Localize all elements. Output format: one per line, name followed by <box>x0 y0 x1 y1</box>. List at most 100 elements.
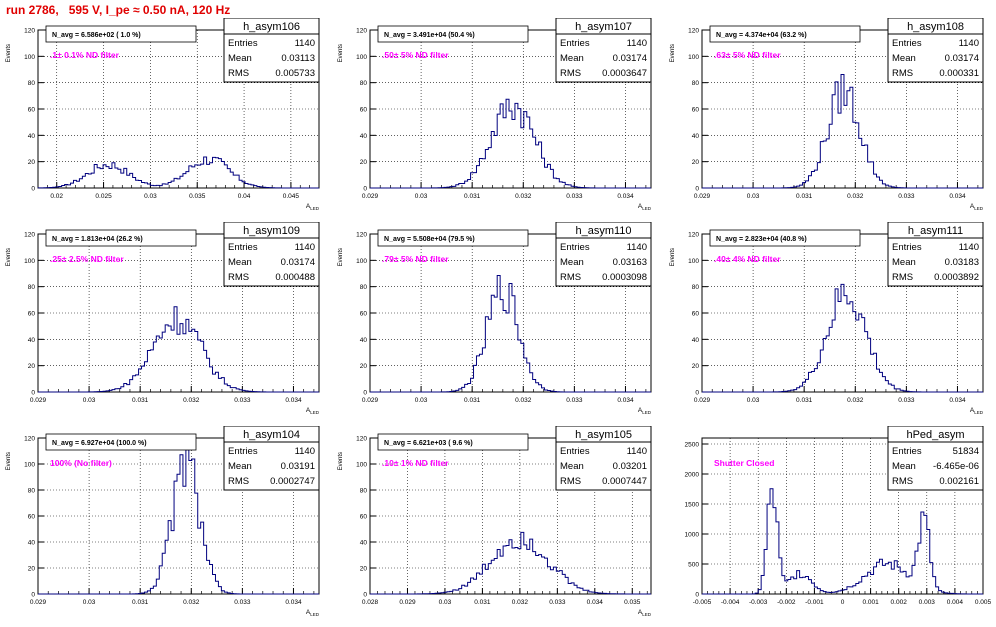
y-tick-label: 120 <box>24 28 35 35</box>
navg-label: N_avg = 1.813e+04 (26.2 %) <box>52 236 143 243</box>
y-tick-label: 100 <box>356 258 367 265</box>
x-tick-label: 0.033 <box>234 599 251 606</box>
x-tick-label: 0.045 <box>283 193 300 200</box>
y-tick-label: 80 <box>28 80 36 87</box>
panel-h-asym108: 0.029 0.03 0.031 0.032 0.033 0.034 0 20 40 60 80 10… <box>664 17 996 216</box>
filter-annotation: 100% (No filter) <box>50 458 112 468</box>
navg-box <box>45 229 197 247</box>
stats-rms-label: RMS <box>892 272 913 283</box>
stats-rms-label: RMS <box>560 68 581 79</box>
histogram-line <box>702 73 983 189</box>
stats-entries-label: Entries <box>892 446 922 457</box>
histogram-line <box>370 531 651 595</box>
stats-box <box>223 425 320 491</box>
x-axis-title-main: A <box>638 609 643 616</box>
stats-entries-value: 1140 <box>627 446 647 457</box>
x-tick-label: 0.031 <box>464 397 481 404</box>
y-tick-label: 0 <box>695 186 699 193</box>
x-axis-title-subscript: LED <box>974 206 984 211</box>
y-tick-label: 80 <box>360 80 368 87</box>
x-axis-title-subscript: LED <box>310 410 320 415</box>
stats-title: hPed_asym <box>906 429 964 441</box>
stats-mean-value: 0.03163 <box>613 257 647 268</box>
stats-mean-label: Mean <box>228 53 252 64</box>
stats-box <box>223 17 320 83</box>
y-tick-label: 100 <box>356 462 367 469</box>
x-tick-label: 0.032 <box>847 193 864 200</box>
y-tick-label: 120 <box>356 28 367 35</box>
y-tick-label: 80 <box>692 284 700 291</box>
stats-entries-label: Entries <box>228 38 258 49</box>
x-tick-label: 0 <box>841 599 845 606</box>
y-tick-label: 0 <box>695 390 699 397</box>
y-tick-label: 120 <box>24 436 35 443</box>
navg-box <box>377 229 529 247</box>
stats-entries-label: Entries <box>560 446 590 457</box>
histogram-line <box>702 283 983 393</box>
y-tick-label: 20 <box>360 566 368 573</box>
panel-h-asym108-svg: 0.029 0.03 0.031 0.032 0.033 0.034 0 20 40 60 80 10… <box>670 17 984 211</box>
stats-rms-label: RMS <box>228 476 249 487</box>
x-tick-label: 0.033 <box>566 397 583 404</box>
panel-h-asym110: 0.029 0.03 0.031 0.032 0.033 0.034 0 20 40 60 80 10… <box>332 221 664 420</box>
panel-h-asym110-svg: 0.029 0.03 0.031 0.032 0.033 0.034 0 20 40 60 80 10… <box>338 221 652 415</box>
y-tick-label: 1500 <box>685 502 700 509</box>
stats-entries-label: Entries <box>892 242 922 253</box>
x-tick-label: 0.032 <box>183 397 200 404</box>
stats-entries-value: 1140 <box>959 38 979 49</box>
stats-rms-value: 0.000488 <box>275 272 315 283</box>
stats-mean-label: Mean <box>560 53 584 64</box>
filter-annotation: .79± 5% ND filter <box>382 254 449 264</box>
navg-label: N_avg = 3.491e+04 (50.4 %) <box>384 32 475 39</box>
x-axis-title-main: A <box>638 407 643 414</box>
y-tick-label: 60 <box>360 107 368 114</box>
y-tick-label: 0 <box>31 592 35 599</box>
x-tick-label: 0.031 <box>474 599 491 606</box>
y-tick-label: 80 <box>28 284 36 291</box>
navg-box <box>377 433 529 451</box>
stats-rms-value: 0.0007447 <box>602 476 647 487</box>
navg-box <box>377 25 529 43</box>
y-tick-label: 100 <box>24 462 35 469</box>
stats-mean-value: -6.465e-06 <box>933 461 979 472</box>
y-tick-label: 40 <box>360 540 368 547</box>
y-axis-title: Events <box>338 248 344 266</box>
stats-title: h_asym111 <box>908 225 963 237</box>
y-tick-label: 60 <box>360 514 368 521</box>
stats-entries-label: Entries <box>228 242 258 253</box>
x-tick-label: 0.004 <box>947 599 964 606</box>
x-tick-label: 0.03 <box>415 397 428 404</box>
y-tick-label: 20 <box>692 159 700 166</box>
histogram-line <box>37 156 319 189</box>
x-tick-label: 0.029 <box>694 193 711 200</box>
x-tick-label: 0.034 <box>949 193 966 200</box>
x-tick-label: 0.034 <box>617 193 634 200</box>
y-tick-label: 0 <box>363 390 367 397</box>
histogram-line <box>702 488 983 595</box>
stats-entries-label: Entries <box>560 242 590 253</box>
x-axis-title-main: A <box>638 203 643 210</box>
x-tick-label: 0.03 <box>415 193 428 200</box>
x-axis-title: ALED <box>306 203 320 211</box>
x-tick-label: -0.001 <box>805 599 824 606</box>
stats-entries-value: 1140 <box>295 446 315 457</box>
y-axis-title: Events <box>6 452 12 470</box>
stats-title: h_asym107 <box>575 21 632 33</box>
x-axis-title-subscript: LED <box>310 612 320 617</box>
stats-rms-label: RMS <box>892 476 913 487</box>
stats-mean-value: 0.03174 <box>281 257 315 268</box>
y-tick-label: 40 <box>28 337 36 344</box>
panel-hped-asym: -0.005 -0.004 -0.003 -0.002 -0.001 0 0.001 0.00… <box>664 425 996 622</box>
x-tick-label: -0.002 <box>777 599 796 606</box>
y-tick-label: 120 <box>688 28 699 35</box>
y-tick-label: 20 <box>692 363 700 370</box>
stats-mean-label: Mean <box>560 461 584 472</box>
y-tick-label: 0 <box>31 186 35 193</box>
stats-entries-label: Entries <box>560 38 590 49</box>
stats-box <box>887 17 984 83</box>
stats-mean-label: Mean <box>228 461 252 472</box>
x-tick-label: 0.029 <box>694 397 711 404</box>
y-tick-label: 80 <box>360 284 368 291</box>
x-tick-label: 0.033 <box>898 193 915 200</box>
stats-mean-value: 0.03174 <box>945 53 979 64</box>
